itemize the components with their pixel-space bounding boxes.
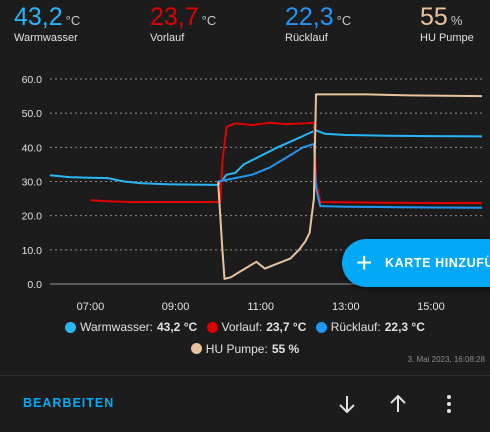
add-card-button[interactable]: + KARTE HINZUFÜ <box>342 239 490 287</box>
y-tick-label: 10.0 <box>22 245 43 257</box>
x-tick-label: 11:00 <box>247 301 274 313</box>
legend-dot <box>190 343 202 354</box>
stat-label: HU Pumpe <box>420 32 474 44</box>
series-line-vorlauf[interactable] <box>90 121 482 204</box>
card-edit-toolbar: BEARBEITEN <box>0 375 490 432</box>
stat-value: 43,2 <box>14 3 63 31</box>
legend-name: HU Pumpe: <box>205 341 268 356</box>
stat-label: Warmwasser <box>14 32 78 44</box>
stat-unit: % <box>450 13 463 28</box>
y-tick-label: 20.0 <box>22 211 43 223</box>
y-tick-label: 30.0 <box>22 177 43 189</box>
series-line-hu-pumpe[interactable] <box>217 93 483 280</box>
chart-series <box>49 93 483 280</box>
legend-value: 55 % <box>271 341 300 356</box>
legend-dot <box>65 321 77 333</box>
legend-item-ruecklauf[interactable]: Rücklauf: 22,3 °C <box>315 317 425 337</box>
stat-hu-pumpe[interactable]: 55% HU Pumpe <box>420 2 474 44</box>
y-axis-ticks: 60.0 50.0 40.0 30.0 20.0 10.0 0.0 <box>22 74 43 291</box>
chart-legend: Warmwasser: 43,2 °C Vorlauf: 23,7 °C Rückl… <box>0 317 490 360</box>
add-card-label: KARTE HINZUFÜ <box>384 256 490 270</box>
legend-name: Rücklauf: <box>330 320 381 334</box>
stat-label: Rücklauf <box>285 32 328 44</box>
stat-value: 23,7 <box>150 3 199 31</box>
stat-label: Vorlauf <box>150 32 185 44</box>
x-tick-label: 13:00 <box>332 301 360 313</box>
x-tick-label: 07:00 <box>77 301 105 313</box>
stat-unit: °C <box>201 13 217 28</box>
legend-dot <box>315 321 327 333</box>
arrow-down-icon[interactable] <box>335 392 359 416</box>
arrow-up-icon[interactable] <box>386 392 410 416</box>
legend-item-hu-pumpe[interactable]: HU Pumpe: 55 % <box>190 339 300 359</box>
stat-vorlauf[interactable]: 23,7 °C Vorlauf <box>150 2 216 44</box>
stat-value: 22,3 <box>285 3 334 31</box>
history-card: 43,2 °C Warmwasser 23,7 °C Vorlauf 22,3 °C … <box>0 2 490 364</box>
legend-item-warmwasser[interactable]: Warmwasser: 43,2 °C <box>65 317 197 337</box>
x-axis-ticks: 07:00 09:00 11:00 13:00 15:00 <box>77 301 445 313</box>
y-tick-label: 0.0 <box>27 279 42 291</box>
stat-value: 55 <box>420 3 448 31</box>
legend-value: 43,2 °C <box>157 320 198 334</box>
series-line-r-cklauf[interactable] <box>217 142 483 209</box>
y-tick-label: 40.0 <box>22 142 43 154</box>
y-tick-label: 50.0 <box>22 108 43 120</box>
legend-name: Warmwasser: <box>80 320 153 334</box>
last-updated-timestamp: 3. Mai 2023, 16:08:28 <box>407 355 485 364</box>
edit-button[interactable]: BEARBEITEN <box>23 396 115 410</box>
legend-dot <box>206 321 218 333</box>
series-line-warmwasser[interactable] <box>49 129 483 186</box>
y-tick-label: 60.0 <box>22 74 43 86</box>
stat-unit: °C <box>336 13 352 28</box>
legend-name: Vorlauf: <box>221 320 263 334</box>
stat-ruecklauf[interactable]: 22,3 °C Rücklauf <box>285 2 351 44</box>
history-chart[interactable]: 60.0 50.0 40.0 30.0 20.0 10.0 0.0 07:00 09:00 11… <box>0 60 490 318</box>
plus-icon: + <box>356 247 373 278</box>
legend-value: 23,7 °C <box>266 320 307 334</box>
x-tick-label: 09:00 <box>162 301 190 313</box>
stat-warmwasser[interactable]: 43,2 °C Warmwasser <box>14 2 80 44</box>
stat-unit: °C <box>65 13 81 28</box>
legend-value: 22,3 °C <box>384 320 425 334</box>
more-vertical-icon[interactable] <box>437 392 461 416</box>
x-tick-label: 15:00 <box>417 301 445 313</box>
legend-item-vorlauf[interactable]: Vorlauf: 23,7 °C <box>206 317 307 337</box>
